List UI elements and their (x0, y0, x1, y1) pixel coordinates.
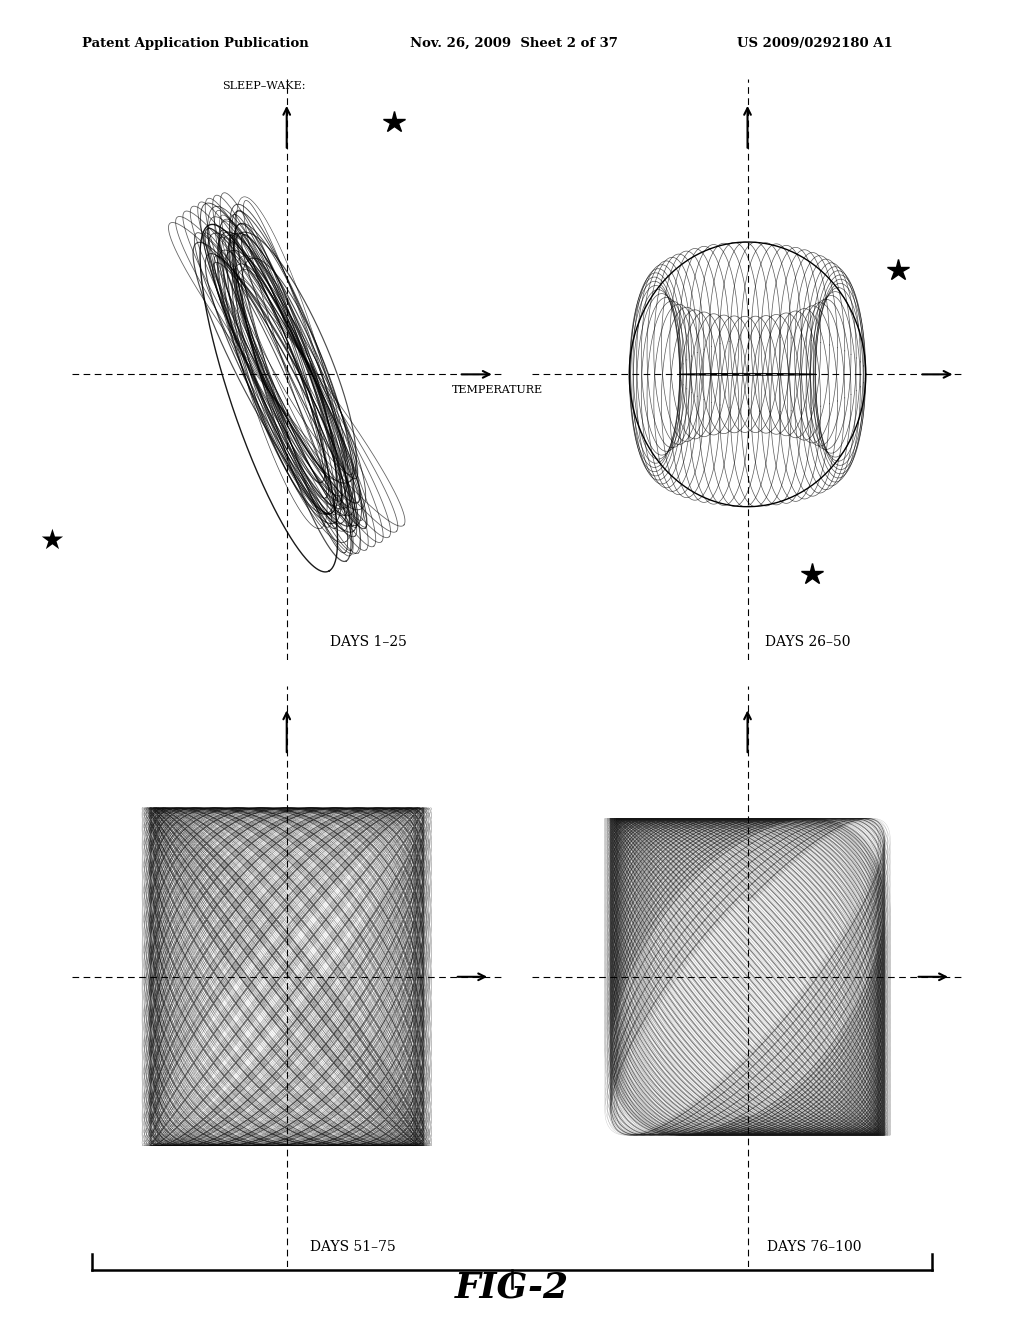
Text: DAYS 51–75: DAYS 51–75 (310, 1241, 396, 1254)
Text: FIG-2: FIG-2 (455, 1270, 569, 1304)
Text: DAYS 76–100: DAYS 76–100 (767, 1241, 861, 1254)
Text: Nov. 26, 2009  Sheet 2 of 37: Nov. 26, 2009 Sheet 2 of 37 (410, 37, 617, 50)
Text: ★: ★ (39, 527, 63, 556)
Text: DAYS 26–50: DAYS 26–50 (765, 635, 851, 648)
Text: TEMPERATURE: TEMPERATURE (452, 385, 543, 396)
Text: DAYS 1–25: DAYS 1–25 (330, 635, 407, 648)
Text: SLEEP–WAKE:: SLEEP–WAKE: (222, 81, 306, 91)
Text: US 2009/0292180 A1: US 2009/0292180 A1 (737, 37, 893, 50)
Text: Patent Application Publication: Patent Application Publication (82, 37, 308, 50)
